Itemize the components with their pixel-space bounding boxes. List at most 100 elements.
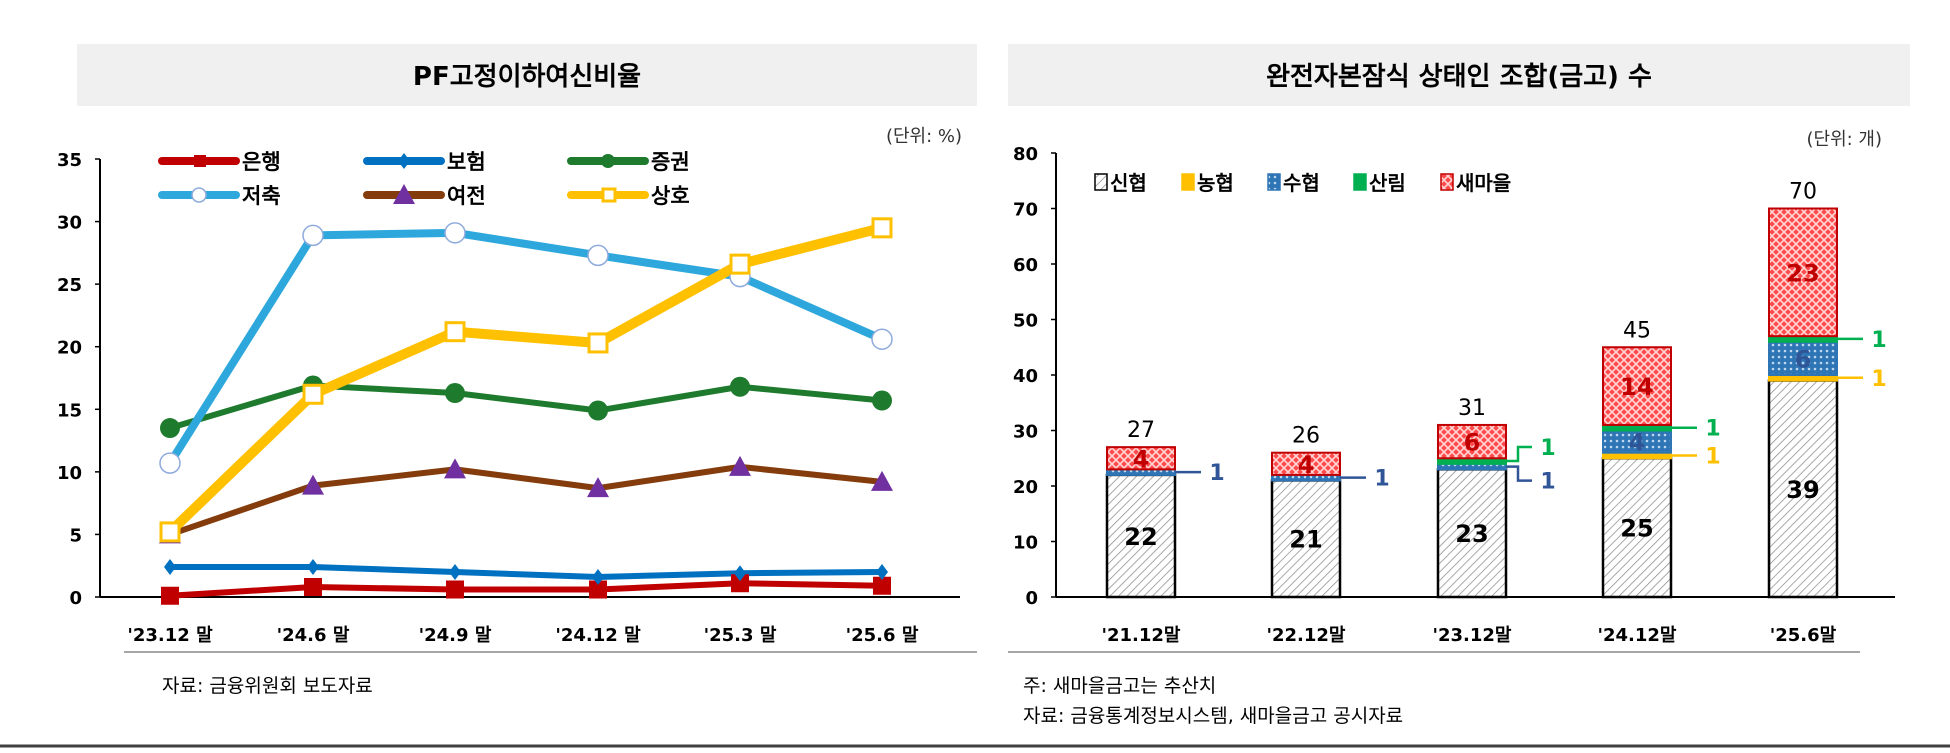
data-point-여전 xyxy=(444,458,466,479)
y-tick-label: 60 xyxy=(1013,255,1038,276)
bar-chart: 01020304050607080221427'21.12말211426'22.… xyxy=(1013,144,1895,646)
data-point-저축 xyxy=(302,224,324,247)
series-line-은행 xyxy=(169,580,883,599)
data-label-새마을: 4 xyxy=(1298,451,1315,479)
x-tick-label: '23.12말 xyxy=(1432,625,1511,646)
data-point-상호 xyxy=(729,253,751,275)
data-point-저축 xyxy=(871,328,893,350)
legend-item: 농협 xyxy=(1181,171,1234,195)
legend-label: 저축 xyxy=(242,184,281,208)
data-label-산림: 1 xyxy=(1540,436,1555,461)
y-tick-label: 35 xyxy=(57,150,82,171)
data-label-신협: 21 xyxy=(1289,526,1322,554)
legend-label: 보험 xyxy=(447,150,486,174)
data-label-새마을: 23 xyxy=(1786,259,1819,287)
legend-item: 새마을 xyxy=(1440,171,1511,195)
data-label-새마을: 4 xyxy=(1133,445,1150,473)
x-tick-label: '25.3 말 xyxy=(704,625,777,646)
x-tick-label: '24.12 말 xyxy=(555,625,641,646)
bar-segment-신협 xyxy=(1270,479,1342,599)
bar-segment-수협 xyxy=(1768,340,1838,377)
data-point-증권 xyxy=(445,383,465,404)
data-point-보험 xyxy=(876,563,888,580)
legend-swatch xyxy=(1440,173,1454,191)
callout-line-수협 xyxy=(1506,465,1532,482)
legend-swatch xyxy=(1267,173,1281,191)
y-tick-label: 0 xyxy=(1025,588,1038,609)
legend-label: 수협 xyxy=(1283,171,1320,195)
data-point-저축 xyxy=(444,222,466,244)
data-point-여전 xyxy=(871,470,893,491)
data-point-보험 xyxy=(449,563,461,580)
data-point-은행 xyxy=(731,574,749,593)
data-point-저축 xyxy=(159,452,181,474)
data-label-수협: 1 xyxy=(1540,470,1555,495)
data-point-보험 xyxy=(164,558,176,575)
data-point-은행 xyxy=(304,577,322,596)
left-unit-label: (단위: %) xyxy=(886,126,962,147)
data-point-보험 xyxy=(592,568,604,585)
data-point-여전 xyxy=(302,474,324,495)
x-tick-label: '22.12말 xyxy=(1266,625,1345,646)
data-point-은행 xyxy=(873,576,891,595)
y-tick-label: 0 xyxy=(69,588,82,609)
bar-segment-새마을 xyxy=(1271,451,1341,476)
data-point-여전 xyxy=(587,477,609,498)
series-line-상호 xyxy=(166,222,884,536)
y-tick-label: 10 xyxy=(1013,533,1038,554)
data-point-보험 xyxy=(734,565,746,582)
x-tick-label: '24.6 말 xyxy=(277,625,350,646)
total-label: 27 xyxy=(1127,418,1155,443)
legend-item: 여전 xyxy=(363,184,486,208)
x-tick-label: '21.12말 xyxy=(1101,625,1180,646)
y-tick-label: 20 xyxy=(1013,477,1038,498)
bar-segment-신협 xyxy=(1436,468,1508,599)
y-tick-label: 25 xyxy=(57,275,82,296)
legend-item: 수협 xyxy=(1267,171,1320,195)
right-note: 주: 새마을금고는 추산치 xyxy=(1023,675,1216,697)
legend-item: 산림 xyxy=(1353,171,1406,195)
total-label: 31 xyxy=(1458,396,1486,421)
total-label: 26 xyxy=(1292,424,1320,449)
data-point-증권 xyxy=(160,418,180,439)
legend-label: 은행 xyxy=(242,150,281,174)
data-label-신협: 39 xyxy=(1786,476,1819,504)
data-point-은행 xyxy=(161,586,179,605)
series-line-보험 xyxy=(170,563,883,580)
line-chart: 0 5 10 15 20 25 30 35 '23.12 말 '24.6 말 '24.9 말 '24.… xyxy=(57,150,960,646)
x-tick-label: '24.12말 xyxy=(1597,625,1676,646)
legend-marker xyxy=(194,155,206,167)
data-label-농협: 1 xyxy=(1705,444,1720,469)
x-tick-label: '24.9 말 xyxy=(419,625,492,646)
left-source: 자료: 금융위원회 보도자료 xyxy=(162,675,373,697)
data-label-산림: 1 xyxy=(1871,328,1886,353)
data-point-은행 xyxy=(446,580,464,599)
y-tick-label: 70 xyxy=(1013,200,1038,221)
data-label-신협: 22 xyxy=(1124,523,1157,551)
legend-swatch xyxy=(1353,173,1367,191)
legend-label: 농협 xyxy=(1197,171,1234,195)
data-label-수협: 1 xyxy=(1374,467,1389,492)
data-point-상호 xyxy=(302,383,324,405)
legend-marker xyxy=(398,153,410,169)
data-label-새마을: 14 xyxy=(1620,373,1653,401)
y-tick-label: 50 xyxy=(1013,311,1038,332)
bar-segment-새마을 xyxy=(1768,207,1838,338)
legend-item: 상호 xyxy=(567,184,690,208)
legend-item: 저축 xyxy=(158,184,281,208)
x-tick-label: '23.12 말 xyxy=(127,625,213,646)
data-point-보험 xyxy=(307,558,319,575)
legend-marker xyxy=(393,184,415,204)
left-title-bar xyxy=(77,44,977,106)
y-tick-label: 30 xyxy=(1013,422,1038,443)
series-line-여전 xyxy=(169,463,883,538)
data-point-은행 xyxy=(589,580,607,599)
legend-item: 보험 xyxy=(363,150,486,174)
bar-segment-새마을 xyxy=(1106,446,1176,471)
legend-label: 산림 xyxy=(1369,171,1406,195)
legend-label: 새마을 xyxy=(1456,171,1511,195)
right-unit-label: (단위: 개) xyxy=(1806,129,1882,150)
data-point-상호 xyxy=(871,217,893,239)
right-source: 자료: 금융통계정보시스템, 새마을금고 공시자료 xyxy=(1023,705,1403,727)
